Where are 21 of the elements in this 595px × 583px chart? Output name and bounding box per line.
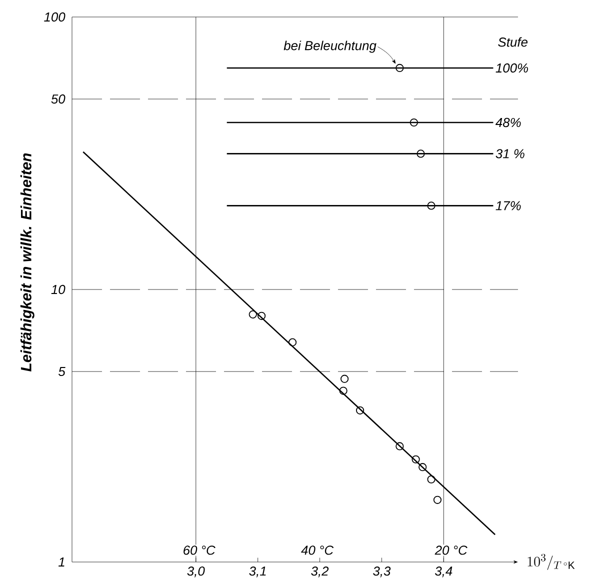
y-tick-label: 10 (51, 284, 66, 294)
y-tick-label: 1 (58, 558, 64, 566)
x-tick-label: 3,1 (249, 566, 266, 578)
x-tick-label: 3,0 (187, 566, 205, 578)
annotation: 60 °C (184, 546, 216, 555)
annotation: bei Beleuchtung (284, 40, 376, 53)
series-label: 100% (496, 63, 528, 73)
series-label: 48% (496, 118, 521, 128)
series-label: 17% (496, 201, 521, 210)
x-tick-label: 3,3 (373, 566, 391, 578)
y-tick-label: 5 (58, 367, 66, 376)
x-tick-label: 3,4 (434, 566, 452, 578)
annotation: 40 °C (301, 546, 334, 555)
series-label: 31 % (496, 149, 524, 158)
annotation: 20 °C (434, 546, 468, 555)
x-tick-label: 3,2 (311, 566, 329, 578)
annotation: Stufe (498, 37, 528, 47)
y-axis-title: Leitfähigkeit in willk. Einheiten (20, 153, 34, 372)
y-tick-label: 50 (51, 94, 66, 104)
y-tick-label: 100 (44, 12, 66, 22)
x-axis-title: $10^{3}/_{T\,{}^{\circ}\mathrm{K}}$ (528, 554, 575, 570)
